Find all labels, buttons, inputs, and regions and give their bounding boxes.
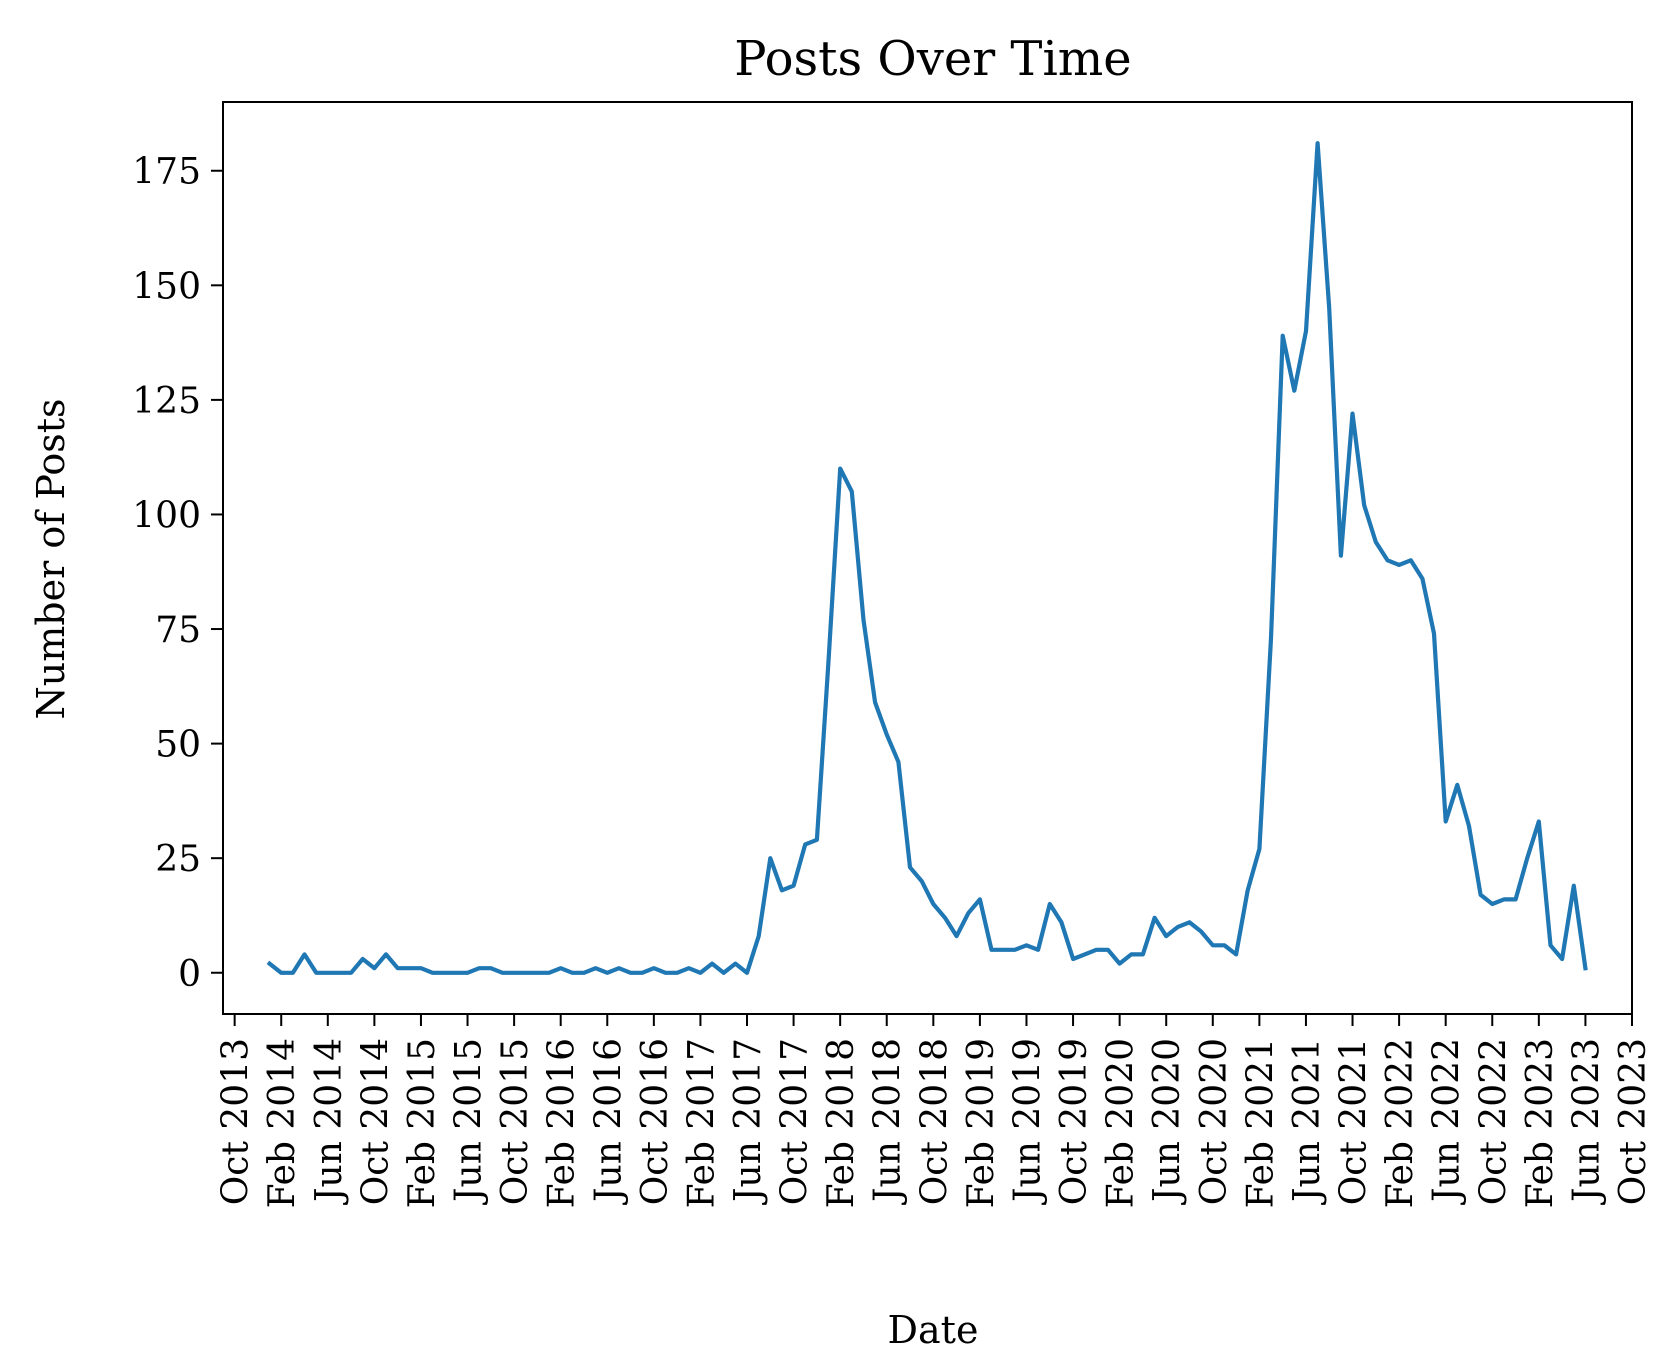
plot-frame <box>222 101 1633 1015</box>
x-tick-label: Jun 2019 <box>1008 1038 1049 1206</box>
plot-area <box>222 101 1633 1015</box>
x-tick-label: Feb 2014 <box>262 1038 303 1208</box>
y-axis: 0 25 50 75 100 125 150 175 <box>132 152 223 995</box>
y-tick-label: 100 <box>132 495 201 536</box>
x-tick-label: Oct 2015 <box>495 1038 536 1205</box>
y-tick-label: 175 <box>132 152 201 193</box>
x-tick-label: Oct 2021 <box>1334 1038 1375 1205</box>
x-tick-label: Oct 2017 <box>775 1038 816 1205</box>
y-tick-label: 25 <box>155 839 201 880</box>
x-tick-label: Jun 2020 <box>1147 1038 1188 1206</box>
series-line <box>266 141 1588 975</box>
x-tick-label: Feb 2019 <box>961 1038 1002 1208</box>
x-tick-label: Oct 2016 <box>635 1038 676 1205</box>
x-tick-label: Feb 2016 <box>542 1038 583 1208</box>
x-tick-label: Jun 2021 <box>1287 1038 1328 1206</box>
x-tick-label: Oct 2020 <box>1194 1038 1235 1205</box>
x-tick-label: Feb 2017 <box>681 1038 722 1208</box>
x-tick-label: Feb 2015 <box>402 1038 443 1208</box>
x-tick-label: Oct 2019 <box>1054 1038 1095 1205</box>
x-tick-label: Oct 2022 <box>1473 1038 1514 1205</box>
x-tick-label: Feb 2022 <box>1380 1038 1421 1208</box>
x-tick-label: Feb 2023 <box>1520 1038 1561 1208</box>
x-axis: Oct 2013 Feb 2014 Jun 2014 Oct 2014 Feb 2015… <box>216 1014 1654 1208</box>
x-tick-label: Oct 2013 <box>216 1038 257 1205</box>
x-tick-label: Jun 2015 <box>449 1038 490 1206</box>
y-tick-label: 75 <box>155 610 201 651</box>
x-tick-label: Jun 2016 <box>588 1038 629 1206</box>
x-tick-label: Feb 2021 <box>1240 1038 1281 1208</box>
x-tick-label: Oct 2023 <box>1613 1038 1654 1205</box>
x-tick-label: Oct 2018 <box>914 1038 955 1205</box>
y-axis-label: Number of Posts <box>29 398 73 719</box>
y-tick-label: 125 <box>132 381 201 422</box>
y-tick-label: 0 <box>178 954 201 995</box>
x-tick-label: Feb 2020 <box>1101 1038 1142 1208</box>
x-tick-label: Oct 2014 <box>355 1038 396 1205</box>
x-tick-label: Feb 2018 <box>821 1038 862 1208</box>
x-axis-label: Date <box>888 1308 979 1352</box>
y-tick-label: 50 <box>155 725 201 766</box>
x-tick-label: Jun 2014 <box>309 1038 350 1206</box>
x-tick-label: Jun 2017 <box>728 1038 769 1206</box>
y-tick-label: 150 <box>132 266 201 307</box>
x-tick-label: Jun 2018 <box>868 1038 909 1206</box>
chart-title: Posts Over Time <box>734 31 1131 87</box>
x-tick-label: Jun 2022 <box>1427 1038 1468 1206</box>
x-tick-label: Jun 2023 <box>1566 1038 1607 1206</box>
